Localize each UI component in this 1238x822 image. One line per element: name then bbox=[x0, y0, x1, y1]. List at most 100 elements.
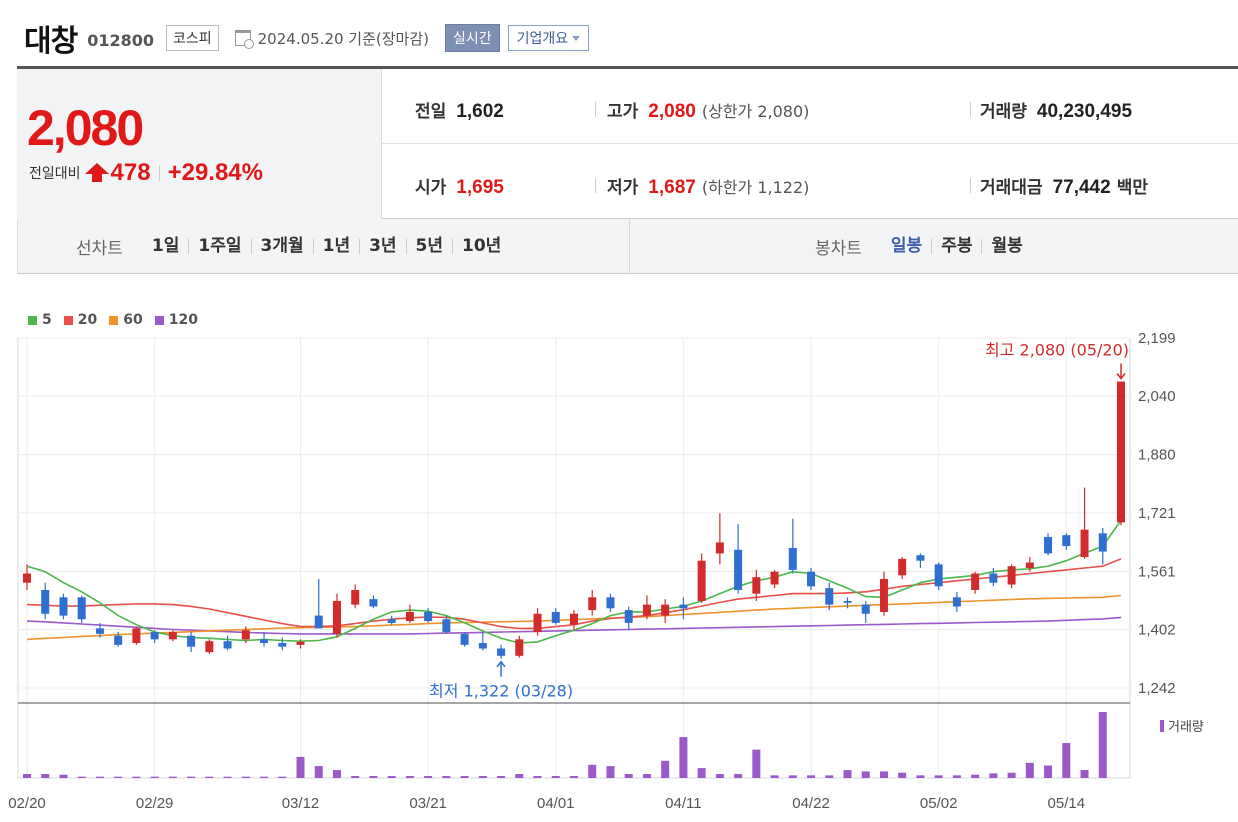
x-tick-label: 02/20 bbox=[8, 795, 46, 812]
volume-bar bbox=[387, 776, 396, 778]
candle-body bbox=[241, 630, 250, 640]
volume-bar bbox=[442, 776, 451, 778]
tab-3y[interactable]: 3년 bbox=[359, 237, 405, 254]
candle-body bbox=[187, 635, 196, 647]
volume-bar bbox=[916, 775, 925, 778]
stat-label: 전일 bbox=[415, 102, 447, 122]
volume-bar bbox=[533, 776, 542, 778]
tab-daily[interactable]: 일봉 bbox=[890, 235, 923, 256]
x-tick-label: 04/01 bbox=[537, 795, 575, 812]
y-tick-label: 1,880 bbox=[1138, 447, 1176, 464]
candle-body bbox=[95, 628, 104, 634]
candle-body bbox=[59, 597, 68, 616]
candle-body bbox=[424, 611, 433, 622]
candle-body bbox=[132, 628, 141, 644]
volume-bar bbox=[478, 776, 487, 778]
y-tick-label: 2,040 bbox=[1138, 388, 1176, 405]
volume-bar bbox=[150, 776, 159, 778]
stat-open: 시가 1,695 bbox=[415, 173, 504, 199]
volume-bar bbox=[1025, 762, 1034, 778]
candle-body bbox=[442, 619, 451, 633]
divider bbox=[595, 102, 596, 117]
volume-bar bbox=[898, 772, 907, 778]
volume-bar bbox=[77, 776, 86, 778]
stat-low: 저가 1,687 (하한가 1,122) bbox=[607, 173, 809, 199]
stat-label: 저가 bbox=[607, 178, 639, 198]
volume-bar bbox=[314, 766, 323, 778]
volume-bar bbox=[661, 760, 670, 778]
volume-bar bbox=[715, 774, 724, 778]
volume-bar bbox=[405, 776, 414, 778]
change-percent: +29.84% bbox=[167, 159, 263, 186]
x-tick-label: 05/14 bbox=[1048, 795, 1086, 812]
volume-bar bbox=[369, 776, 378, 778]
legend-swatch bbox=[109, 315, 119, 325]
price-panel: 2,080 전일대비 478 +29.84% bbox=[17, 69, 382, 219]
stat-label: 거래대금 bbox=[980, 178, 1043, 198]
candle-body bbox=[1044, 536, 1053, 554]
candle-chart-title: 봉차트 bbox=[815, 238, 862, 259]
low-arrow-head bbox=[496, 660, 506, 668]
candle-body bbox=[788, 547, 797, 570]
tab-1w[interactable]: 1주일 bbox=[188, 237, 250, 254]
stat-label: 고가 bbox=[607, 102, 639, 122]
stock-header: 대창 012800 코스피 2024.05.20 기준(장마감) 실시간 기업개… bbox=[24, 18, 590, 59]
volume-bar bbox=[241, 776, 250, 778]
divider bbox=[158, 165, 160, 181]
legend-swatch bbox=[28, 315, 37, 325]
tab-weekly[interactable]: 주봉 bbox=[931, 237, 981, 254]
chart-period-bar: 선차트 1일 1주일 3개월 1년 3년 5년 10년 봉차트 일봉 주봉 월봉 bbox=[17, 219, 1238, 274]
volume-bar bbox=[934, 775, 943, 778]
legend-item-ma5: 5 bbox=[28, 312, 52, 328]
line-chart-title: 선차트 bbox=[76, 238, 123, 259]
volume-legend-label: 거래량 bbox=[1168, 720, 1204, 735]
date-text: 2024.05.20 기준(장마감) bbox=[257, 29, 429, 48]
line-chart-tabs: 선차트 1일 1주일 3개월 1년 3년 5년 10년 bbox=[18, 219, 630, 273]
volume-bar bbox=[187, 776, 196, 778]
tab-1d[interactable]: 1일 bbox=[151, 235, 180, 256]
date-info: 2024.05.20 기준(장마감) bbox=[234, 28, 429, 49]
realtime-button[interactable]: 실시간 bbox=[445, 24, 500, 52]
candle-body bbox=[114, 635, 123, 645]
company-overview-label: 기업개요 bbox=[516, 31, 569, 47]
volume-bar bbox=[551, 776, 560, 778]
volume-bar bbox=[971, 774, 980, 778]
stat-value: 1,602 bbox=[456, 101, 504, 122]
tab-10y[interactable]: 10년 bbox=[452, 237, 510, 254]
ma-legend: 5 20 60 120 bbox=[28, 312, 210, 328]
volume-bar bbox=[679, 737, 688, 778]
candle-body bbox=[570, 613, 578, 625]
tab-monthly[interactable]: 월봉 bbox=[981, 237, 1031, 254]
volume-bar bbox=[41, 774, 50, 778]
candle-body bbox=[23, 573, 31, 583]
volume-bar bbox=[697, 768, 706, 778]
volume-bar bbox=[807, 775, 816, 778]
candle-chart-tabs: 봉차트 일봉 주봉 월봉 bbox=[630, 219, 1238, 273]
volume-bar bbox=[588, 764, 597, 778]
tab-1y[interactable]: 1년 bbox=[312, 237, 359, 254]
legend-item-ma120: 120 bbox=[154, 312, 198, 328]
volume-bar bbox=[1098, 712, 1107, 778]
volume-bar bbox=[260, 776, 269, 778]
candle-body bbox=[770, 571, 779, 585]
volume-bar bbox=[59, 774, 68, 778]
candle-body bbox=[405, 611, 414, 622]
volume-bar bbox=[624, 774, 633, 778]
volume-bar bbox=[843, 770, 852, 778]
candle-body bbox=[952, 597, 961, 607]
stat-volume: 거래량 40,230,495 bbox=[980, 97, 1132, 123]
volume-bar bbox=[879, 771, 888, 778]
candle-body bbox=[387, 619, 396, 623]
candle-body bbox=[1098, 533, 1107, 552]
candle-body bbox=[369, 599, 378, 607]
stat-value: 1,695 bbox=[456, 177, 504, 198]
x-tick-label: 04/11 bbox=[665, 795, 701, 812]
low-annotation: 최저 1,322 (03/28) bbox=[429, 682, 573, 701]
company-overview-dropdown[interactable]: 기업개요 bbox=[507, 25, 590, 51]
volume-bar bbox=[989, 773, 998, 778]
tab-5y[interactable]: 5년 bbox=[405, 237, 452, 254]
volume-bar bbox=[770, 775, 779, 778]
calendar-icon bbox=[234, 30, 254, 49]
tab-3m[interactable]: 3개월 bbox=[250, 237, 313, 254]
volume-bar bbox=[351, 776, 360, 778]
